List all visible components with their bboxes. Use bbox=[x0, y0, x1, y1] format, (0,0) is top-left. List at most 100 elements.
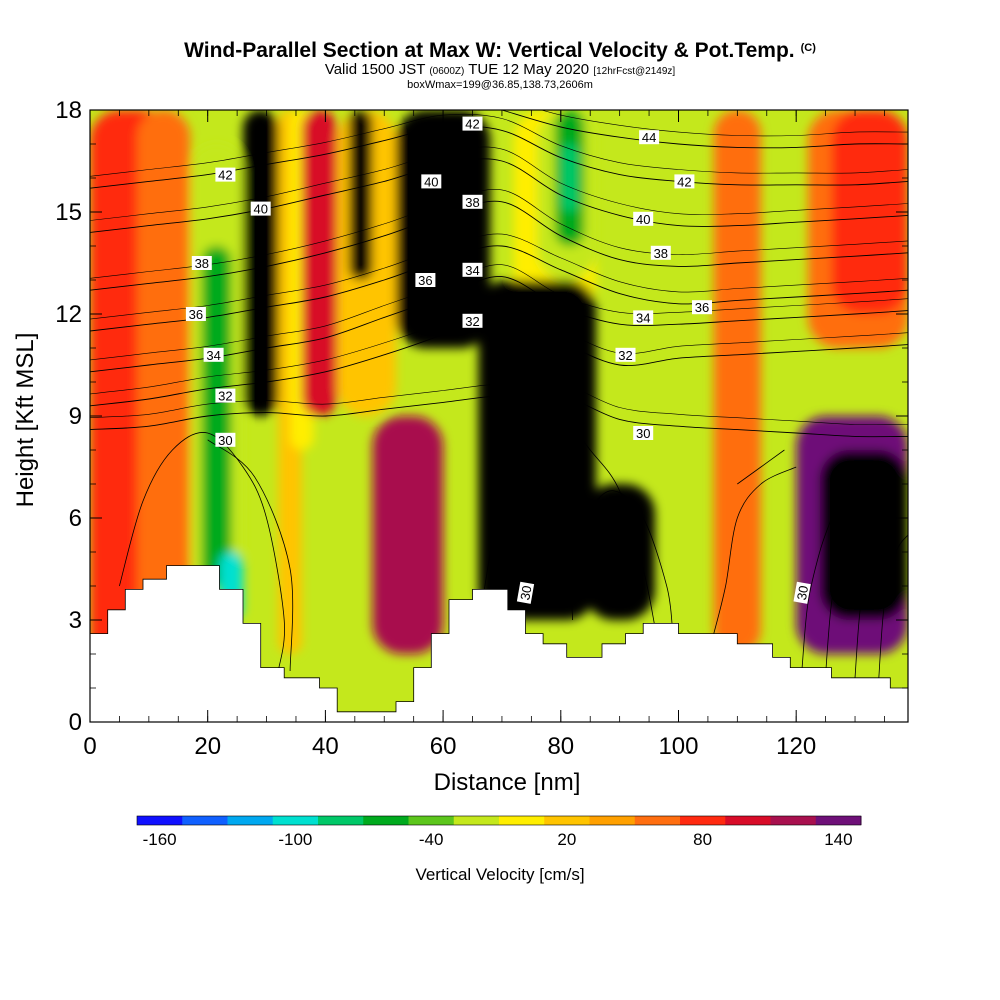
contour-label-text: 30 bbox=[794, 584, 811, 601]
contour-label-text: 34 bbox=[636, 310, 650, 325]
theta-contour-30-closed bbox=[878, 534, 908, 682]
contour-label-text: 32 bbox=[218, 389, 232, 404]
colorbar-swatch bbox=[815, 816, 862, 825]
contour-label-bg bbox=[633, 310, 654, 325]
y-tick-label: 3 bbox=[69, 607, 82, 634]
contour-label-bg bbox=[462, 262, 483, 277]
contour-label-bg bbox=[185, 307, 206, 321]
contour-label: 30 bbox=[215, 432, 236, 448]
theta-contour-32 bbox=[90, 310, 908, 407]
contour-label-text: 30 bbox=[517, 584, 534, 601]
colorbar-swatch bbox=[544, 816, 590, 825]
contour-label-bg bbox=[191, 256, 212, 270]
theta-contour-30-closed bbox=[570, 490, 673, 631]
contour-label: 30 bbox=[633, 426, 654, 441]
colorbar-swatch bbox=[725, 816, 771, 825]
contour-label-bg bbox=[462, 313, 483, 328]
colorbar-swatch bbox=[408, 816, 455, 825]
colorbar-label: Vertical Velocity [cm/s] bbox=[415, 865, 584, 884]
velocity-cell bbox=[843, 484, 908, 586]
theta-contour-30-closed bbox=[483, 412, 656, 627]
contour-label-text: 34 bbox=[206, 348, 220, 363]
contour-label-text: 32 bbox=[465, 314, 479, 329]
colorbar-tick-label: 140 bbox=[824, 830, 852, 849]
contour-label-text: 42 bbox=[677, 174, 691, 189]
velocity-cell bbox=[831, 110, 908, 314]
theta-contour-minor bbox=[90, 146, 908, 221]
colorbar-swatch bbox=[318, 816, 364, 825]
contour-label: 44 bbox=[639, 130, 660, 145]
x-tick-label: 40 bbox=[312, 733, 339, 760]
contour-label: 42 bbox=[215, 167, 236, 183]
contour-label-bg bbox=[793, 581, 811, 604]
contour-label-text: 38 bbox=[654, 246, 668, 261]
theta-contour-44 bbox=[501, 110, 908, 149]
velocity-cell bbox=[348, 110, 373, 280]
velocity-cell bbox=[560, 144, 579, 212]
colorbar-tick-label: -40 bbox=[419, 830, 444, 849]
contour-label-text: 40 bbox=[253, 202, 267, 217]
contour-label: 32 bbox=[215, 388, 236, 404]
velocity-cell bbox=[372, 416, 444, 654]
velocity-cell bbox=[248, 110, 267, 348]
title-block: Wind-Parallel Section at Max W: Vertical… bbox=[0, 36, 1000, 91]
contour-label-text: 32 bbox=[618, 348, 632, 363]
contour-label: 34 bbox=[203, 347, 224, 363]
contour-label: 38 bbox=[462, 194, 483, 210]
contour-label-text: 38 bbox=[465, 195, 479, 210]
chart-subtitle: Valid 1500 JST (0600Z) TUE 12 May 2020 [… bbox=[324, 61, 676, 78]
contour-label-text: 30 bbox=[218, 433, 232, 448]
theta-contour-30 bbox=[90, 393, 908, 438]
y-tick-label: 18 bbox=[55, 97, 82, 124]
colorbar-swatch bbox=[363, 816, 409, 825]
colorbar-swatch bbox=[499, 816, 545, 825]
contour-label-text: 36 bbox=[189, 307, 203, 322]
theta-contour-30-closed bbox=[207, 439, 294, 672]
colorbar-swatch bbox=[182, 816, 228, 825]
contour-label-bg bbox=[692, 300, 712, 315]
theta-contour-minor bbox=[90, 264, 908, 361]
colorbar: -160 -100 -40 20 80 140 Vertical Velocity [cm/… bbox=[136, 815, 862, 884]
contour-label-text: 40 bbox=[424, 174, 438, 189]
contour-label-bg bbox=[516, 581, 535, 604]
contour-label-bg bbox=[639, 130, 660, 145]
contour-label-bg bbox=[415, 273, 436, 287]
theta-contour-30-closed bbox=[801, 500, 838, 668]
velocity-cell bbox=[525, 382, 544, 484]
contour-label-text: 42 bbox=[218, 168, 232, 183]
y-tick-label: 6 bbox=[69, 505, 82, 532]
contour-label-bg bbox=[615, 347, 636, 362]
theta-contour-minor bbox=[90, 233, 908, 320]
colorbar-swatch bbox=[770, 816, 817, 825]
contour-label: 38 bbox=[650, 245, 671, 261]
y-tick-label: 15 bbox=[55, 199, 82, 226]
theta-contour-30-closed bbox=[119, 432, 285, 672]
velocity-cell bbox=[713, 110, 761, 654]
colorbar-tick-label: -160 bbox=[143, 830, 177, 849]
theta-contour-minor bbox=[90, 188, 908, 279]
theta-contour-30-closed bbox=[825, 500, 862, 675]
contour-label: 42 bbox=[462, 116, 483, 132]
chart-title: Wind-Parallel Section at Max W: Vertical… bbox=[184, 39, 816, 62]
contour-label: 36 bbox=[185, 307, 206, 322]
contour-label-bg bbox=[650, 245, 671, 260]
x-tick-label: 80 bbox=[547, 733, 574, 760]
theta-contour-30-closed bbox=[713, 466, 797, 634]
contour-label-bg bbox=[462, 116, 483, 131]
colorbar-frame bbox=[136, 815, 862, 826]
colorbar-swatch bbox=[272, 816, 319, 825]
contour-labels: 30 30 32 32 32 34 34 34 36 36 36 38 38 38 40 40 40 42 42 42… bbox=[185, 116, 811, 604]
contour-label-bg bbox=[674, 174, 695, 189]
colorbar-tick-label: 20 bbox=[557, 830, 576, 849]
y-tick-label: 9 bbox=[69, 403, 82, 430]
contour-label: 34 bbox=[633, 310, 654, 325]
velocity-cell bbox=[596, 518, 644, 586]
contour-label-bg bbox=[462, 194, 483, 209]
x-tick-label: 0 bbox=[83, 733, 96, 760]
contour-label: 30 bbox=[516, 581, 535, 604]
theta-contour-36 bbox=[90, 245, 908, 332]
theta-contour-minor bbox=[90, 298, 908, 395]
contour-label: 32 bbox=[615, 347, 636, 363]
colorbar-swatch bbox=[680, 816, 726, 825]
